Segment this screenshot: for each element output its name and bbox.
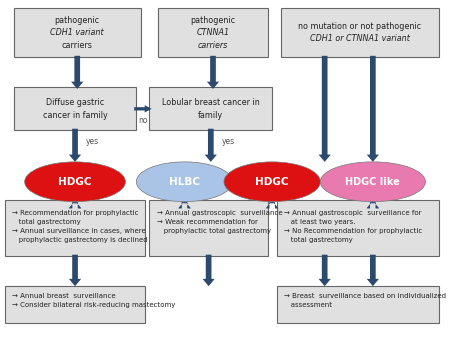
FancyBboxPatch shape xyxy=(14,8,141,58)
Text: cancer in family: cancer in family xyxy=(43,111,108,120)
FancyBboxPatch shape xyxy=(149,87,272,130)
Text: Lobular breast cancer in: Lobular breast cancer in xyxy=(162,98,260,107)
FancyArrow shape xyxy=(69,201,81,208)
FancyArrow shape xyxy=(367,194,379,202)
FancyArrow shape xyxy=(178,194,191,202)
Text: carriers: carriers xyxy=(62,41,93,50)
FancyArrow shape xyxy=(71,56,83,89)
FancyBboxPatch shape xyxy=(149,200,268,256)
FancyBboxPatch shape xyxy=(158,8,268,58)
FancyBboxPatch shape xyxy=(14,87,137,130)
FancyArrow shape xyxy=(319,56,331,162)
Text: → Recommendation for prophylactic
   total gastrectomy
→ Annual surveillance in : → Recommendation for prophylactic total … xyxy=(12,210,148,243)
Text: → Annual gastroscopic  surveillance for
   at least two years.
→ No Recommendati: → Annual gastroscopic surveillance for a… xyxy=(284,210,422,243)
FancyBboxPatch shape xyxy=(276,200,438,256)
FancyArrow shape xyxy=(69,255,81,286)
FancyArrow shape xyxy=(69,194,81,202)
Ellipse shape xyxy=(137,162,233,202)
Text: carriers: carriers xyxy=(198,41,228,50)
FancyArrow shape xyxy=(367,201,379,208)
FancyArrow shape xyxy=(367,201,379,208)
Text: HDGC: HDGC xyxy=(58,177,92,187)
FancyArrow shape xyxy=(266,201,278,208)
FancyArrow shape xyxy=(69,129,81,162)
Ellipse shape xyxy=(25,162,126,202)
FancyBboxPatch shape xyxy=(276,286,438,323)
Text: no mutation or not pathogenic: no mutation or not pathogenic xyxy=(298,22,421,31)
FancyArrow shape xyxy=(367,56,379,162)
FancyArrow shape xyxy=(178,201,191,208)
Text: → Breast  surveillance based on individualized
   assessment: → Breast surveillance based on individua… xyxy=(284,293,446,308)
FancyArrow shape xyxy=(69,201,81,208)
FancyArrow shape xyxy=(266,194,278,202)
FancyBboxPatch shape xyxy=(5,200,145,256)
Ellipse shape xyxy=(320,162,425,202)
FancyArrow shape xyxy=(367,255,379,286)
Text: yes: yes xyxy=(222,137,235,147)
Text: → Annual gastroscopic  surveillance
→ Weak recommendation for
   prophylactic to: → Annual gastroscopic surveillance → Wea… xyxy=(157,210,283,234)
FancyArrow shape xyxy=(178,201,191,208)
FancyArrow shape xyxy=(134,105,152,113)
Text: HLBC: HLBC xyxy=(169,177,200,187)
Text: HDGC: HDGC xyxy=(255,177,289,187)
Text: family: family xyxy=(198,111,223,120)
Text: CDH1 variant: CDH1 variant xyxy=(50,28,104,37)
FancyArrow shape xyxy=(202,255,215,286)
Text: pathogenic: pathogenic xyxy=(191,16,236,25)
FancyArrow shape xyxy=(205,129,217,162)
Text: pathogenic: pathogenic xyxy=(55,16,100,25)
Text: HDGC like: HDGC like xyxy=(346,177,400,187)
Text: CDH1 or CTNNA1 variant: CDH1 or CTNNA1 variant xyxy=(310,34,410,43)
FancyArrow shape xyxy=(207,56,219,89)
Text: CTNNA1: CTNNA1 xyxy=(196,28,229,37)
FancyArrow shape xyxy=(319,255,331,286)
FancyArrow shape xyxy=(266,201,278,208)
Text: yes: yes xyxy=(86,137,99,147)
Text: Diffuse gastric: Diffuse gastric xyxy=(46,98,104,107)
FancyBboxPatch shape xyxy=(5,286,145,323)
Ellipse shape xyxy=(224,162,320,202)
Text: no: no xyxy=(138,116,148,125)
FancyBboxPatch shape xyxy=(281,8,438,58)
Text: → Annual breast  surveillance
→ Consider bilateral risk-reducing mastectomy: → Annual breast surveillance → Consider … xyxy=(12,293,176,308)
